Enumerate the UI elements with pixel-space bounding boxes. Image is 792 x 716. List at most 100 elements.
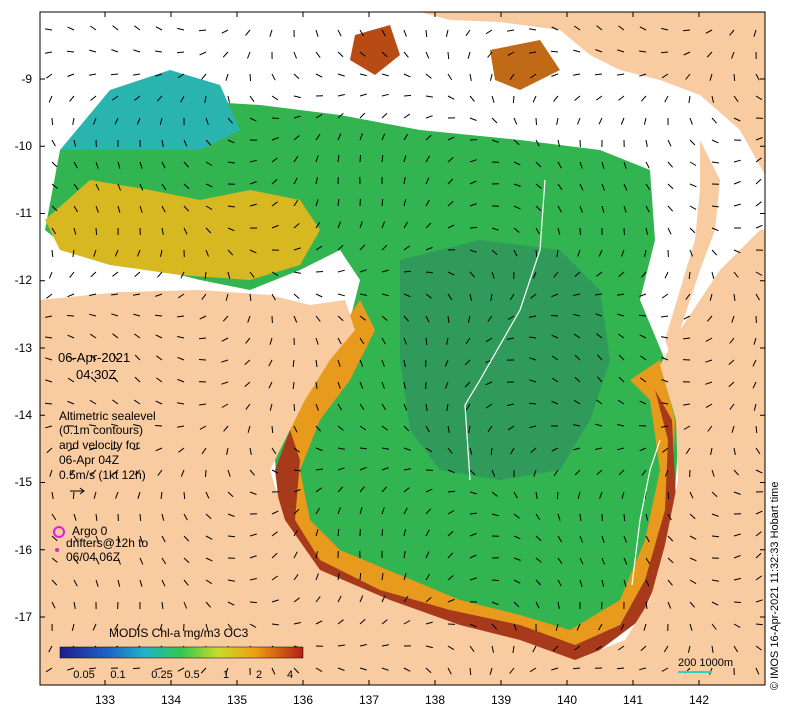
velocity-arrow xyxy=(447,73,453,81)
velocity-arrow xyxy=(359,507,363,515)
velocity-arrow xyxy=(134,354,141,361)
velocity-arrow xyxy=(403,381,406,389)
lon-label-134: 134 xyxy=(160,693,182,707)
velocity-arrow xyxy=(513,161,521,166)
velocity-arrow xyxy=(529,357,537,361)
velocity-arrow xyxy=(621,491,625,499)
velocity-arrow xyxy=(574,354,581,361)
velocity-arrow xyxy=(528,402,537,405)
velocity-arrow xyxy=(315,293,323,298)
velocity-arrow xyxy=(403,245,410,251)
velocity-arrow xyxy=(425,667,432,674)
velocity-arrow xyxy=(161,601,164,609)
velocity-arrow xyxy=(381,644,389,647)
velocity-arrow xyxy=(683,425,691,430)
velocity-arrow xyxy=(403,447,411,451)
velocity-arrow xyxy=(177,293,185,299)
velocity-arrow xyxy=(447,136,455,141)
velocity-arrow xyxy=(227,161,235,164)
velocity-arrow xyxy=(689,183,697,188)
velocity-arrow xyxy=(447,510,455,515)
velocity-arrow xyxy=(595,423,603,427)
colorbar xyxy=(59,646,304,659)
velocity-arrow xyxy=(403,177,406,185)
velocity-arrow xyxy=(445,29,449,37)
velocity-arrow xyxy=(491,469,496,477)
velocity-arrow xyxy=(293,574,299,581)
velocity-arrow xyxy=(490,73,493,81)
velocity-arrow xyxy=(95,579,99,587)
velocity-arrow xyxy=(667,161,673,168)
velocity-arrow xyxy=(90,25,97,31)
velocity-arrow xyxy=(755,645,762,651)
velocity-arrow xyxy=(381,359,385,367)
velocity-arrow xyxy=(535,161,542,168)
velocity-arrow xyxy=(359,93,367,97)
velocity-arrow xyxy=(469,447,473,455)
velocity-arrow xyxy=(381,29,386,37)
velocity-arrow xyxy=(469,491,477,495)
velocity-arrow xyxy=(596,95,603,101)
velocity-arrow xyxy=(225,293,229,301)
velocity-arrow xyxy=(315,315,321,322)
velocity-arrow xyxy=(227,579,235,582)
velocity-arrow xyxy=(447,224,455,229)
velocity-arrow xyxy=(425,155,430,163)
velocity-arrow xyxy=(381,573,384,581)
velocity-arrow xyxy=(95,183,100,191)
velocity-arrow xyxy=(535,205,542,212)
velocity-arrow xyxy=(667,513,672,521)
velocity-arrow xyxy=(137,491,141,499)
velocity-arrow xyxy=(359,315,366,321)
velocity-arrow xyxy=(155,50,163,53)
velocity-arrow xyxy=(486,403,493,409)
velocity-arrow xyxy=(733,203,741,207)
velocity-arrow xyxy=(706,51,713,58)
velocity-arrow xyxy=(227,535,236,538)
velocity-arrow xyxy=(403,468,411,471)
velocity-arrow xyxy=(573,49,581,53)
velocity-arrow xyxy=(491,271,495,279)
velocity-arrow xyxy=(729,337,735,344)
velocity-arrow xyxy=(711,535,720,538)
velocity-arrow xyxy=(705,403,713,409)
velocity-arrow xyxy=(491,95,495,103)
velocity-arrow xyxy=(579,183,584,191)
velocity-arrow xyxy=(556,117,559,125)
map-date: 06-Apr-2021 xyxy=(58,350,131,365)
velocity-arrow xyxy=(271,552,278,559)
velocity-arrow xyxy=(249,555,257,559)
velocity-arrow xyxy=(425,488,433,493)
velocity-arrow xyxy=(403,51,409,58)
velocity-arrow xyxy=(618,469,625,476)
velocity-arrow xyxy=(112,376,119,383)
velocity-arrow xyxy=(705,337,713,342)
velocity-arrow xyxy=(556,491,559,500)
velocity-arrow xyxy=(155,314,163,317)
velocity-arrow xyxy=(114,117,119,125)
velocity-arrow xyxy=(601,557,605,565)
velocity-arrow xyxy=(467,51,471,59)
velocity-arrow xyxy=(574,469,581,476)
velocity-arrow xyxy=(425,246,433,251)
velocity-arrow xyxy=(205,117,209,125)
velocity-arrow xyxy=(596,469,603,476)
velocity-arrow xyxy=(639,447,647,452)
velocity-arrow xyxy=(315,468,323,471)
velocity-arrow xyxy=(574,376,581,383)
velocity-arrow xyxy=(72,249,75,257)
velocity-arrow xyxy=(51,161,58,168)
velocity-arrow xyxy=(551,355,559,361)
velocity-arrow xyxy=(444,381,449,389)
velocity-arrow xyxy=(155,334,163,339)
velocity-arrow xyxy=(293,115,301,119)
velocity-arrow xyxy=(485,29,493,35)
velocity-arrow xyxy=(183,491,186,500)
velocity-arrow xyxy=(315,447,323,452)
velocity-arrow xyxy=(89,293,97,296)
velocity-arrow xyxy=(222,51,229,58)
velocity-arrow xyxy=(512,95,515,104)
velocity-arrow xyxy=(572,667,581,670)
velocity-arrow xyxy=(359,486,365,493)
velocity-arrow xyxy=(601,205,605,213)
